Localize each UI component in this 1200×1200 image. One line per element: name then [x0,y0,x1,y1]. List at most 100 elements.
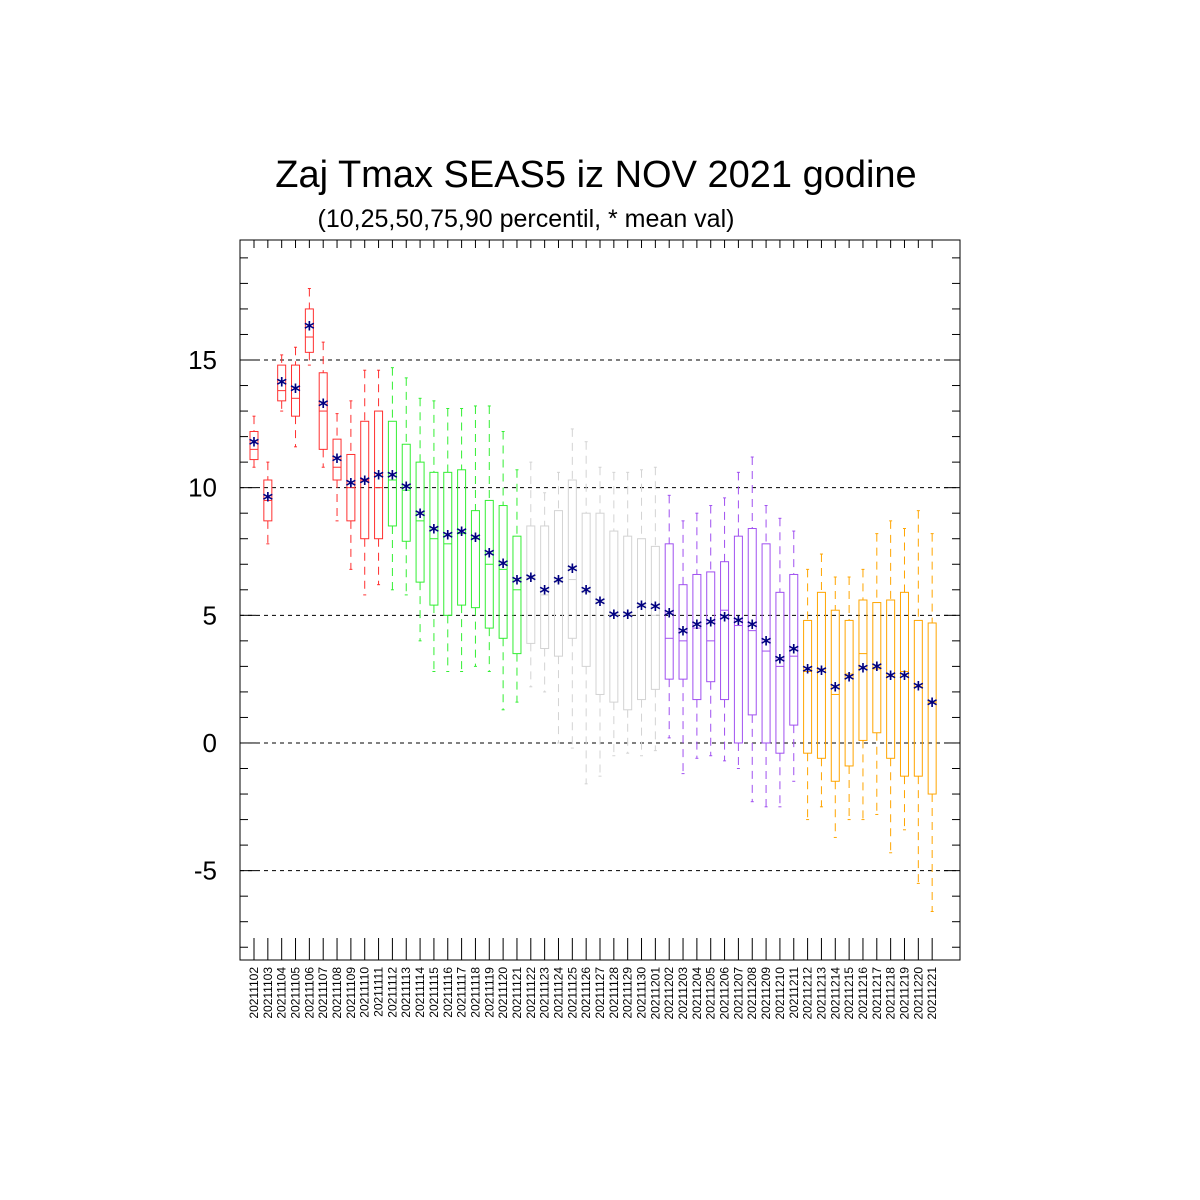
box-20211215 [844,576,854,821]
x-tick-label: 20211119 [482,967,496,1018]
x-tick-label: 20211103 [261,967,275,1019]
iqr-box [775,591,785,754]
box-20211217 [872,533,882,815]
box-20211214 [830,576,840,838]
mean-marker: * [733,612,744,636]
iqr-box [567,479,577,639]
x-tick-label: 20211121 [510,967,524,1019]
y-tick-label: 15 [188,345,217,375]
iqr-box [844,619,854,767]
box-20211209 [761,505,771,808]
iqr-box [664,543,674,680]
mean-marker: * [346,474,357,498]
iqr-box [872,602,882,734]
mean-marker: * [553,571,564,595]
iqr-box [789,573,799,726]
mean-markers: *** ***** * * * *** * * ** ** ** * ** ** * * * ** * * * * *** *… [249,317,938,718]
mean-marker: * [484,544,495,568]
x-tick-label: 20211118 [468,967,482,1018]
box-20211127 [595,466,605,777]
iqr-box [304,308,314,353]
x-tick-label: 20211213 [814,967,828,1020]
mean-marker: * [512,571,523,595]
mean-marker: * [470,529,481,553]
box-20211122 [526,461,536,688]
x-tick-label: 20211202 [662,967,676,1020]
iqr-box [623,535,633,711]
mean-marker: * [526,568,537,592]
iqr-box [761,543,771,744]
iqr-box [415,461,425,583]
x-tick-label: 20211207 [731,967,745,1020]
box-20211103 [263,461,273,545]
boxes [249,288,937,912]
x-tick-label: 20211115 [427,967,441,1018]
mean-marker: * [359,471,370,495]
x-tick-label: 20211116 [441,967,455,1018]
x-tick-label: 20211201 [648,967,662,1020]
x-tick-label: 20211108 [330,967,344,1019]
iqr-box [803,619,813,754]
mean-marker: * [899,667,910,691]
y-tick-label: 5 [203,600,217,630]
mean-marker: * [678,622,689,646]
mean-marker: * [567,559,578,583]
iqr-box [830,609,840,782]
box-20211212 [803,568,813,821]
mean-marker: * [636,596,647,620]
iqr-box [816,591,826,759]
gridlines [240,359,960,872]
mean-marker: * [373,466,384,490]
x-tick-label: 20211218 [884,967,898,1020]
x-tick-label: 20211211 [787,967,801,1019]
mean-marker: * [885,667,896,691]
y-axis: -5 0 5 10 15 [188,257,960,948]
y-tick-label: 0 [203,728,217,758]
mean-marker: * [387,466,398,490]
x-tick-label: 20211120 [496,967,510,1019]
box-20211129 [623,471,633,754]
x-tick-label: 20211130 [635,967,649,1019]
box-20211211 [789,530,799,782]
mean-marker: * [456,522,467,546]
box-20211121 [512,469,522,703]
x-tick-label: 20211109 [344,967,358,1019]
mean-marker: * [844,668,855,692]
mean-marker: * [318,395,329,419]
iqr-box [678,584,688,680]
mean-marker: * [664,604,675,628]
mean-marker: * [622,605,633,629]
x-tick-label: 20211127 [593,967,607,1019]
iqr-box [650,545,660,690]
iqr-box [249,430,259,461]
iqr-box [277,364,287,402]
box-20211219 [899,528,909,831]
iqr-box [595,512,605,695]
box-20211220 [913,510,923,884]
box-20211213 [816,553,826,808]
mean-marker: * [816,661,827,685]
iqr-box [747,528,757,716]
box-20211110 [360,369,370,596]
x-tick-label: 20211117 [455,967,469,1018]
mean-marker: * [249,433,260,457]
mean-marker: * [401,478,412,502]
box-20211202 [664,494,674,739]
x-tick-label: 20211105 [289,967,303,1019]
x-tick-label: 20211210 [773,967,787,1020]
box-20211125 [567,428,577,749]
iqr-box [720,561,730,701]
box-20211104 [277,354,287,412]
x-tick-label: 20211126 [579,967,593,1019]
x-tick-label: 20211212 [801,967,815,1020]
mean-marker: * [872,658,883,682]
iqr-box [581,512,591,667]
box-20211124 [553,471,563,744]
x-tick-label: 20211124 [551,967,565,1019]
box-20211130 [637,469,647,757]
mean-marker: * [705,613,716,637]
mean-marker: * [830,678,841,702]
box-20211201 [650,466,660,752]
iqr-box [886,599,896,759]
x-tick-label: 20211111 [372,967,386,1017]
